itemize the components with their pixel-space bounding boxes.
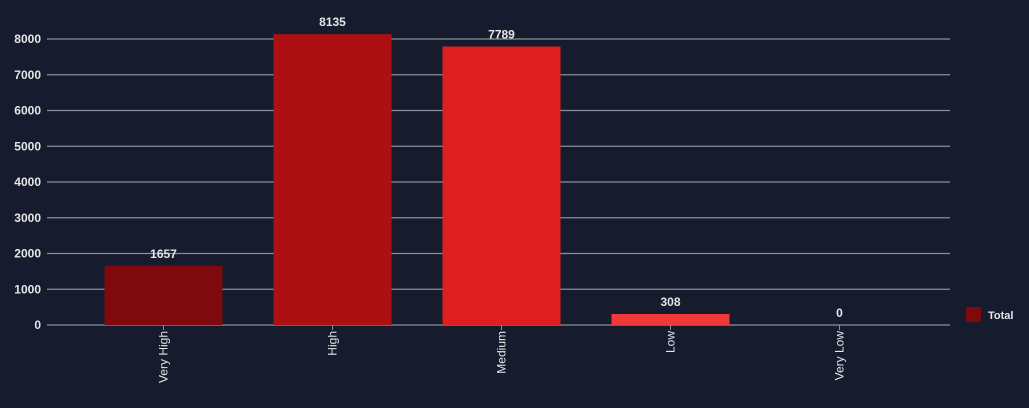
- bar-medium[interactable]: [442, 46, 561, 326]
- y-tick-label: 2000: [14, 247, 41, 261]
- x-tick-label: High: [326, 331, 340, 356]
- y-axis: 0 1000 2000 3000 4000 5000 6000 7000 8000: [14, 32, 41, 332]
- y-tick-label: 4000: [14, 175, 41, 189]
- y-tick-label: 6000: [14, 104, 41, 118]
- y-tick-label: 3000: [14, 211, 41, 225]
- data-label: 308: [660, 295, 680, 309]
- y-tick-label: 8000: [14, 32, 41, 46]
- legend[interactable]: Total: [966, 307, 1013, 322]
- y-tick-label: 7000: [14, 68, 41, 82]
- x-tick-label: Low: [664, 331, 678, 353]
- legend-swatch-total: [966, 307, 981, 322]
- x-axis: Very High High Medium Low Very Low: [157, 325, 847, 383]
- bar-low[interactable]: [611, 313, 730, 325]
- bars: [104, 34, 730, 326]
- data-label: 8135: [319, 15, 346, 29]
- y-tick-label: 1000: [14, 282, 41, 296]
- data-label: 7789: [488, 28, 515, 42]
- x-tick-label: Medium: [495, 331, 509, 374]
- data-labels: 1657 8135 7789 308 0: [150, 15, 843, 320]
- x-tick-label: Very Low: [833, 331, 847, 381]
- legend-label-total: Total: [988, 310, 1013, 322]
- data-label: 1657: [150, 247, 177, 261]
- x-tick-label: Very High: [157, 331, 171, 383]
- data-label: 0: [836, 306, 843, 320]
- y-tick-label: 5000: [14, 139, 41, 153]
- bar-very-high[interactable]: [104, 265, 223, 325]
- y-tick-label: 0: [34, 318, 41, 332]
- bar-high[interactable]: [273, 34, 392, 326]
